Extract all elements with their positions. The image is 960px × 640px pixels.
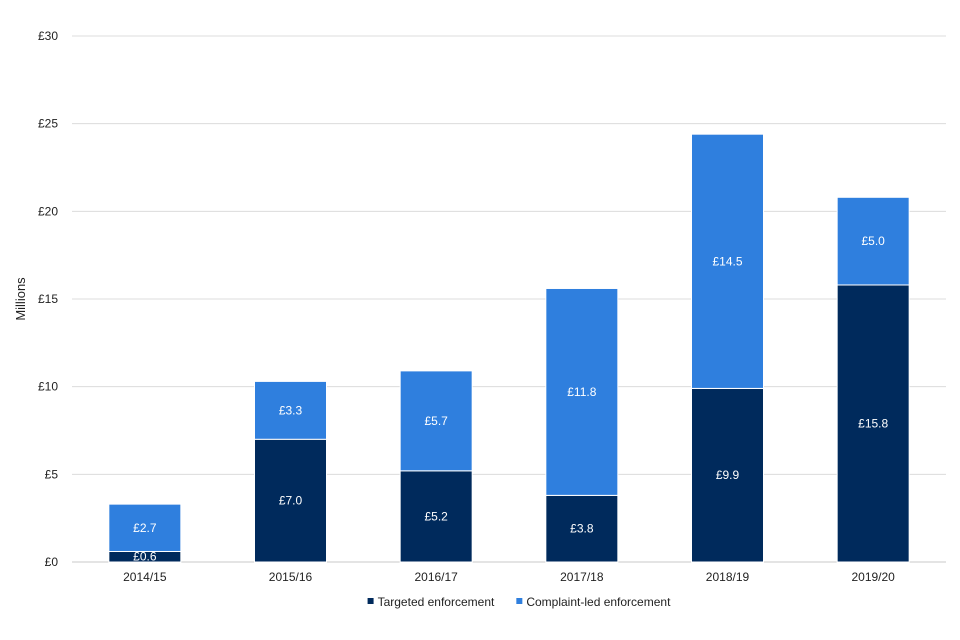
x-tick-label: 2019/20 [851,570,895,584]
legend-item-targeted: Targeted enforcement [367,595,495,609]
bar-segment-targeted [254,438,327,563]
data-label: £2.7 [133,521,157,535]
legend-label: Complaint-led enforcement [526,595,671,609]
y-axis-title: Millions [13,277,28,321]
x-tick-label: 2016/17 [414,570,458,584]
legend-swatch [367,598,374,604]
legend-swatch [516,598,523,604]
x-tick-label: 2015/16 [269,570,313,584]
bar-segment-complaint-led [108,503,182,552]
bar-segment-complaint-led [399,370,473,472]
y-tick-label: £30 [38,29,58,43]
y-tick-label: £25 [38,117,58,131]
data-label: £0.6 [133,550,157,564]
gridlines [72,35,946,563]
legend-item-complaint-led: Complaint-led enforcement [516,595,671,609]
data-label: £9.9 [716,468,740,482]
bar-segment-targeted [545,494,619,563]
x-tick-label: 2017/18 [560,570,604,584]
bar-segment-targeted [691,387,764,563]
bar-segment-complaint-led [691,133,764,389]
data-labels: £0.6 £2.7 £7.0 £3.3 £5.2 £5.7 £3.8 £11.8 £9.9 £14… [133,234,888,564]
legend: Targeted enforcement Complaint-led enforc… [367,595,671,609]
y-axis-tick-labels: £0 £5 £10 £15 £20 £25 £30 [38,29,58,569]
data-label: £3.3 [279,403,303,417]
bar-segment-targeted [399,470,473,563]
bar-segment-complaint-led [545,287,619,496]
bar-segment-targeted [836,284,910,563]
legend-label: Targeted enforcement [378,595,495,609]
bar-segment-complaint-led [254,380,327,440]
x-tick-label: 2018/19 [706,570,750,584]
x-axis-tick-labels: 2014/15 2015/16 2016/17 2017/18 2018/19 2019/… [123,570,895,584]
y-tick-label: £5 [45,467,59,481]
y-tick-label: £15 [38,292,58,306]
data-label: £5.7 [424,414,448,428]
data-label: £15.8 [858,416,888,430]
x-tick-label: 2014/15 [123,570,167,584]
data-label: £3.8 [570,522,594,536]
data-label: £5.0 [861,234,885,248]
bar-segment-complaint-led [836,196,910,286]
y-tick-label: £0 [45,555,59,569]
data-label: £14.5 [712,254,742,268]
data-label: £7.0 [279,494,303,508]
y-tick-label: £20 [38,204,58,218]
y-tick-label: £10 [38,380,58,394]
bars [108,133,910,563]
data-label: £5.2 [424,509,448,523]
data-label: £11.8 [567,385,596,399]
